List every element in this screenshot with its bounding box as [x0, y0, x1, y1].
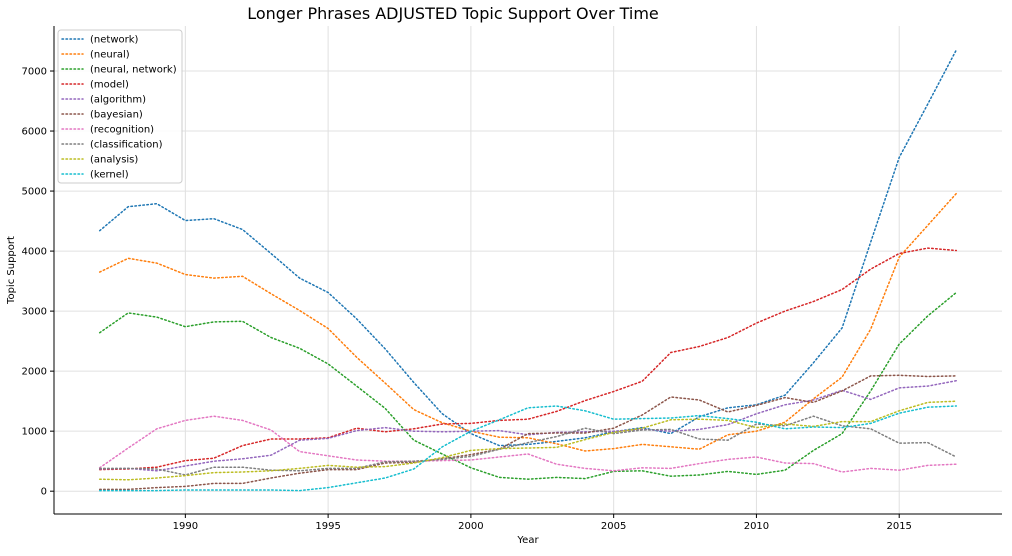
series-line — [98, 400, 958, 481]
legend-label: (neural) — [90, 50, 130, 61]
series-line — [98, 291, 958, 480]
y-tick-label: 1000 — [22, 427, 47, 438]
x-tick-label: 2010 — [744, 521, 769, 532]
y-tick-label: 6000 — [22, 127, 47, 138]
series-line — [98, 415, 958, 476]
y-tick-label: 5000 — [22, 187, 47, 198]
y-axis-label: Topic Support — [6, 236, 17, 305]
tick-labels: 1990 1995 2000 2005 2010 2015 0 1000 2000 3000 400… — [22, 67, 912, 532]
x-tick-label: 1990 — [173, 521, 198, 532]
y-tick-label: 4000 — [22, 247, 47, 258]
legend-label: (recognition) — [90, 125, 154, 136]
legend-label: (bayesian) — [90, 110, 143, 121]
series-line — [98, 379, 958, 472]
series-line — [98, 247, 958, 471]
x-tick-label: 2005 — [601, 521, 626, 532]
x-tick-label: 1995 — [315, 521, 340, 532]
chart-title: Longer Phrases ADJUSTED Topic Support Ov… — [247, 4, 659, 23]
x-tick-label: 2015 — [886, 521, 911, 532]
grid — [54, 26, 1002, 514]
series-line — [98, 415, 958, 473]
y-tick-label: 0 — [41, 487, 47, 498]
legend: (network) (neural) (neural, network) (model… — [57, 29, 183, 184]
legend-box — [57, 29, 183, 184]
legend-label: (analysis) — [90, 155, 138, 166]
series-line — [98, 374, 958, 491]
legend-label: (model) — [90, 80, 129, 91]
series-line — [98, 192, 958, 452]
legend-label: (algorithm) — [90, 95, 146, 106]
legend-label: (classification) — [90, 140, 163, 151]
series-lines — [98, 49, 958, 492]
series-line — [98, 405, 958, 492]
x-axis-label: Year — [516, 535, 539, 546]
y-tick-label: 2000 — [22, 367, 47, 378]
legend-label: (kernel) — [90, 170, 129, 181]
y-tick-label: 3000 — [22, 307, 47, 318]
legend-label: (neural, network) — [90, 65, 177, 76]
x-tick-label: 2000 — [458, 521, 483, 532]
axes — [53, 26, 1002, 515]
legend-label: (network) — [90, 35, 139, 46]
series-line — [98, 49, 958, 447]
y-tick-label: 7000 — [22, 67, 47, 78]
